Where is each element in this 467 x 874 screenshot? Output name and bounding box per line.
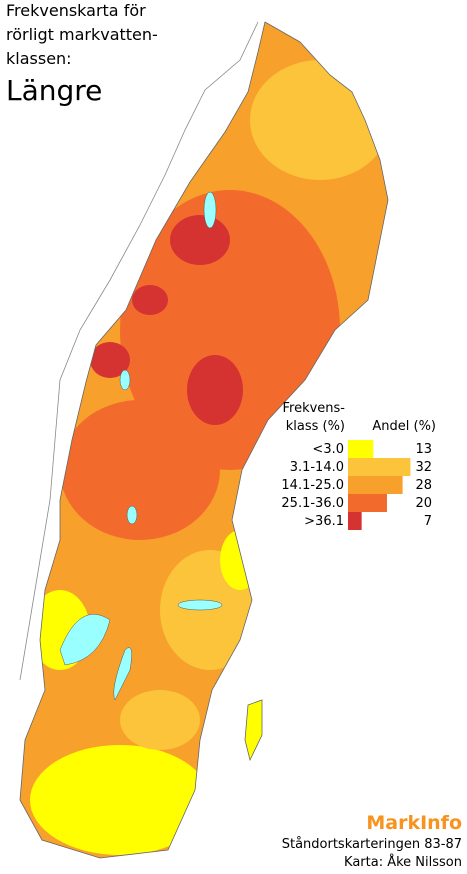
- legend-share: 28: [415, 478, 432, 493]
- legend-share: 13: [415, 442, 432, 457]
- lake-vattern: [113, 647, 132, 701]
- legend-bar: [348, 512, 362, 530]
- legend-share: 20: [415, 496, 432, 511]
- lake-malaren: [177, 599, 223, 611]
- legend-class-label: >36.1: [304, 514, 344, 529]
- legend-share: 32: [415, 460, 432, 475]
- legend-header: Frekvens-: [282, 401, 345, 416]
- legend-bar: [348, 440, 374, 458]
- title-line: klassen:: [6, 49, 72, 68]
- lake-vanern: [59, 614, 111, 666]
- brand: MarkInfo: [366, 812, 462, 834]
- title-line: rörligt markvatten-: [6, 25, 158, 44]
- credit: Ståndortskarteringen 83-87: [282, 837, 462, 852]
- norway-border: [19, 21, 259, 681]
- legend: <3.0 13 3.1-14.0 32 14.1-25.0 28 25.1-36.0 20 >3…: [281, 440, 432, 530]
- legend-header: klass (%): [286, 419, 345, 434]
- legend-share: 7: [424, 514, 432, 529]
- lake: [126, 505, 138, 525]
- legend-class-label: 25.1-36.0: [281, 496, 344, 511]
- title-line: Frekvenskarta för: [6, 1, 146, 20]
- credit: Karta: Åke Nilsson: [344, 854, 462, 870]
- lake: [119, 369, 131, 391]
- subtitle: Längre: [6, 74, 102, 107]
- legend-bar: [348, 494, 387, 512]
- sweden-outline: [19, 21, 389, 859]
- legend-bar: [348, 476, 403, 494]
- lake: [203, 191, 217, 229]
- legend-class-label: 14.1-25.0: [281, 478, 344, 493]
- gotland: [244, 699, 263, 762]
- legend-bar: [348, 458, 411, 476]
- legend-header: Andel (%): [372, 419, 436, 434]
- legend-class-label: <3.0: [312, 442, 344, 457]
- legend-class-label: 3.1-14.0: [290, 460, 344, 475]
